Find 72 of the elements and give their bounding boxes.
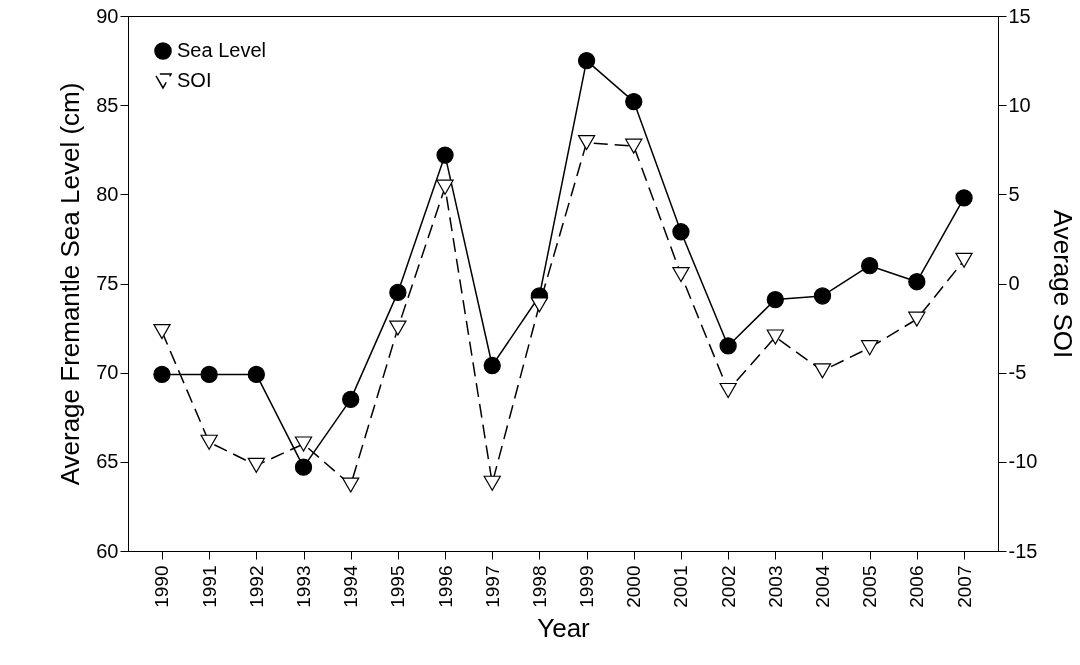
y-tick-label: 60 <box>96 539 119 562</box>
x-tick-label: 1994 <box>340 565 362 608</box>
x-tick-label: 2003 <box>764 565 786 608</box>
x-tick-label: 1995 <box>387 565 409 608</box>
point <box>436 179 454 195</box>
point <box>625 138 643 154</box>
point <box>200 365 218 384</box>
y-tick-label: 85 <box>96 93 119 116</box>
x-tick-label: 1997 <box>481 565 503 608</box>
point <box>625 92 643 111</box>
point <box>200 434 218 450</box>
legend-label: Sea Level <box>177 39 266 61</box>
point <box>766 290 784 309</box>
y2-tick-label: 0 <box>1008 272 1020 294</box>
point <box>294 436 313 452</box>
y-tick-label: 75 <box>96 272 119 294</box>
point <box>766 329 784 345</box>
y-tick-label: 70 <box>96 361 119 384</box>
point <box>247 457 265 473</box>
y2-tick-label: -15 <box>1008 539 1038 562</box>
y2-tick-label: -5 <box>1008 361 1027 384</box>
point <box>719 337 737 355</box>
point <box>955 189 973 207</box>
legend-label: SOI <box>177 69 212 91</box>
y2-tick-label: 10 <box>1008 93 1031 116</box>
point <box>530 297 549 313</box>
y2-tick-label: 15 <box>1008 4 1031 27</box>
x-axis-title: Year <box>537 612 591 643</box>
x-tick-label: 2005 <box>859 565 881 608</box>
point <box>153 365 171 384</box>
point <box>672 223 690 241</box>
point <box>483 356 501 375</box>
x-tick-label: 1990 <box>151 565 173 608</box>
point <box>342 477 360 493</box>
x-tick-label: 1991 <box>198 565 220 608</box>
point <box>389 283 407 302</box>
point <box>955 252 973 268</box>
point <box>813 287 832 305</box>
x-tick-label: 2000 <box>623 565 645 608</box>
y-tick-label: 90 <box>96 4 119 27</box>
x-tick-label: 2001 <box>670 565 692 608</box>
x-tick-label: 1998 <box>528 565 550 608</box>
x-tick-label: 2007 <box>953 565 975 608</box>
point <box>389 320 407 336</box>
point <box>483 475 501 491</box>
point <box>908 273 926 291</box>
x-tick-label: 1993 <box>293 565 315 608</box>
y2-axis-title: Average SOI <box>1048 209 1079 359</box>
x-tick-label: 1996 <box>434 565 456 608</box>
x-tick-label: 2002 <box>717 565 739 608</box>
y2-tick-label: 5 <box>1008 182 1020 205</box>
point <box>813 363 832 379</box>
point <box>342 390 360 409</box>
point <box>577 135 596 151</box>
point <box>247 365 265 384</box>
point <box>672 267 690 283</box>
point <box>908 311 926 327</box>
point <box>861 257 879 275</box>
point <box>153 324 171 340</box>
y-tick-label: 65 <box>96 450 119 473</box>
point <box>436 146 454 164</box>
y2-tick-label: -10 <box>1008 450 1038 473</box>
x-tick-label: 2004 <box>811 565 833 608</box>
x-tick-label: 1999 <box>576 565 598 608</box>
x-tick-label: 1992 <box>245 565 267 608</box>
y-axis-title: Average Fremantle Sea Level (cm) <box>55 82 86 486</box>
point <box>294 458 313 476</box>
point <box>861 340 879 356</box>
y-tick-label: 80 <box>96 182 119 205</box>
point <box>577 51 596 70</box>
x-tick-label: 2006 <box>906 565 928 608</box>
point <box>719 382 737 399</box>
